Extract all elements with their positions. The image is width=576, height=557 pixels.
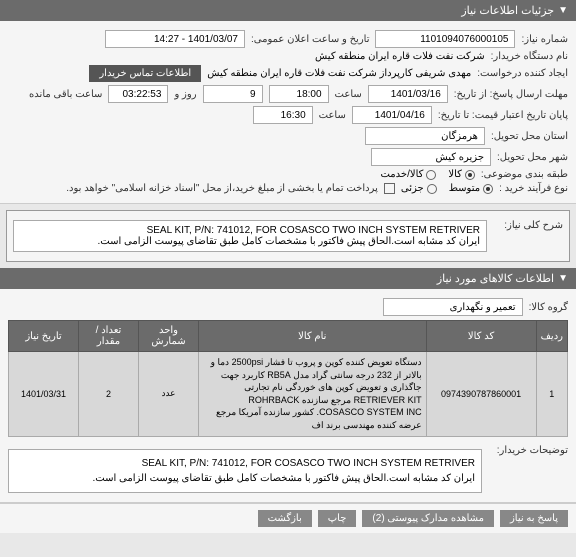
page-header: ▼ جزئیات اطلاعات نیاز xyxy=(0,0,576,21)
city-label: شهر محل تحویل: xyxy=(497,152,568,163)
items-table: ردیف کد کالا نام کالا واحد شمارش تعداد /… xyxy=(8,320,568,437)
cell-date: 1401/03/31 xyxy=(9,352,79,437)
buyer-org-value: شرکت نفت فلات قاره ایران منطقه کیش xyxy=(315,51,485,62)
radio-medium[interactable]: متوسط xyxy=(449,183,493,194)
desc-value: SEAL KIT, P/N: 741012, FOR COSASCO TWO I… xyxy=(8,449,482,493)
cell-code: 0974390787860001 xyxy=(426,352,536,437)
cell-qty: 2 xyxy=(79,352,139,437)
cell-idx: 1 xyxy=(536,352,567,437)
collapse-icon: ▼ xyxy=(558,273,568,284)
class-label: طبقه بندی موضوعی: xyxy=(481,169,568,180)
subject-value: SEAL KIT, P/N: 741012, FOR COSASCO TWO I… xyxy=(13,220,487,252)
footer-bar: پاسخ به نیاز مشاهده مدارک پیوستی (2) چاپ… xyxy=(0,503,576,533)
cell-unit: عدد xyxy=(139,352,199,437)
creator-label: ایجاد کننده درخواست: xyxy=(477,68,568,79)
deadline-date: 1401/03/16 xyxy=(368,85,448,103)
validity-label: پایان تاریخ اعتبار قیمت: تا تاریخ: xyxy=(438,110,568,121)
print-button[interactable]: چاپ xyxy=(318,510,357,527)
group-value: تعمیر و نگهداری xyxy=(383,298,523,316)
back-button[interactable]: بازگشت xyxy=(258,510,312,527)
radio-goods[interactable]: کالا xyxy=(448,169,475,180)
remain-label: ساعت باقی مانده xyxy=(29,89,102,100)
radio-service[interactable]: کالا/خدمت xyxy=(380,169,436,180)
deadline-time: 18:00 xyxy=(269,85,329,103)
attach-button[interactable]: مشاهده مدارک پیوستی (2) xyxy=(362,510,494,527)
col-name: نام کالا xyxy=(199,321,427,352)
col-idx: ردیف xyxy=(536,321,567,352)
city-value: جزیره کیش xyxy=(371,148,491,166)
province-value: هرمزگان xyxy=(365,127,485,145)
datetime-label: تاریخ و ساعت اعلان عمومی: xyxy=(251,34,370,45)
req-no-value: 1101094076000105 xyxy=(375,30,515,48)
radio-dot-icon xyxy=(426,170,436,180)
deadline-label: مهلت ارسال پاسخ: از تاریخ: xyxy=(454,89,568,100)
payment-checkbox[interactable] xyxy=(384,183,395,194)
deadline-time-label: ساعت xyxy=(335,89,362,100)
subject-label: شرح کلی نیاز: xyxy=(493,220,563,231)
info-panel: شماره نیاز: 1101094076000105 تاریخ و ساع… xyxy=(0,21,576,204)
subject-section: شرح کلی نیاز: SEAL KIT, P/N: 741012, FOR… xyxy=(6,210,570,262)
items-header: ▼ اطلاعات کالاهای مورد نیاز xyxy=(0,268,576,289)
remain-value: 03:22:53 xyxy=(108,85,168,103)
payment-note: پرداخت تمام یا بخشی از مبلغ خرید،از محل … xyxy=(66,183,378,194)
table-row: 1 0974390787860001 دستگاه تعویض کننده کو… xyxy=(9,352,568,437)
contact-button[interactable]: اطلاعات تماس خریدار xyxy=(89,65,201,82)
buy-type-label: نوع فرآیند خرید : xyxy=(499,183,568,194)
province-label: استان محل تحویل: xyxy=(491,131,568,142)
class-radio-group: کالا کالا/خدمت xyxy=(380,169,474,180)
desc-label: توضیحات خریدار: xyxy=(488,445,568,456)
req-no-label: شماره نیاز: xyxy=(521,34,568,45)
validity-time: 16:30 xyxy=(253,106,313,124)
datetime-value: 1401/03/07 - 14:27 xyxy=(105,30,245,48)
buyer-org-label: نام دستگاه خریدار: xyxy=(491,51,568,62)
collapse-icon: ▼ xyxy=(558,5,568,16)
page-title: جزئیات اطلاعات نیاز xyxy=(461,4,554,17)
radio-small[interactable]: جزئی xyxy=(401,183,437,194)
days-label: روز و xyxy=(174,89,196,100)
reply-button[interactable]: پاسخ به نیاز xyxy=(500,510,568,527)
col-date: تاریخ نیاز xyxy=(9,321,79,352)
days-value: 9 xyxy=(203,85,263,103)
col-unit: واحد شمارش xyxy=(139,321,199,352)
col-code: کد کالا xyxy=(426,321,536,352)
group-label: گروه کالا: xyxy=(529,302,568,313)
buy-type-radio-group: متوسط جزئی xyxy=(401,183,493,194)
radio-dot-icon xyxy=(465,170,475,180)
radio-dot-icon xyxy=(427,184,437,194)
items-panel: گروه کالا: تعمیر و نگهداری ردیف کد کالا … xyxy=(0,289,576,503)
col-qty: تعداد / مقدار xyxy=(79,321,139,352)
creator-value: مهدی شریفی کارپرداز شرکت نفت فلات قاره ا… xyxy=(207,68,471,79)
cell-name: دستگاه تعویض کننده کوپن و پروب تا فشار 2… xyxy=(199,352,427,437)
table-header-row: ردیف کد کالا نام کالا واحد شمارش تعداد /… xyxy=(9,321,568,352)
radio-dot-icon xyxy=(483,184,493,194)
validity-date: 1401/04/16 xyxy=(352,106,432,124)
